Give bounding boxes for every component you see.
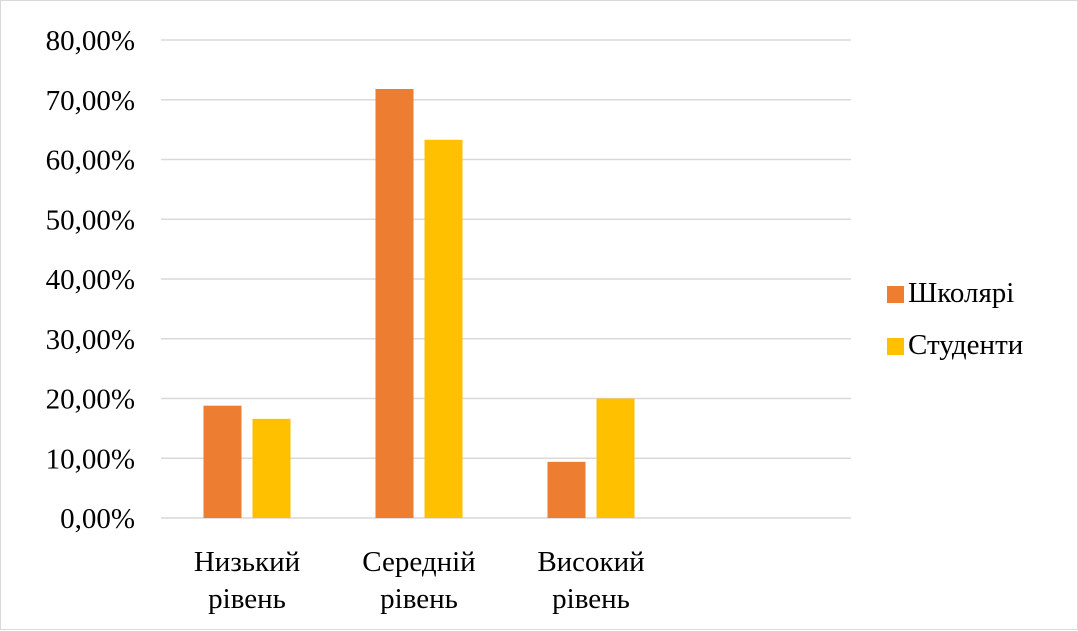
legend-swatch — [887, 338, 904, 355]
bar — [203, 405, 242, 518]
bars — [203, 88, 635, 519]
legend-label: Школярі — [908, 277, 1014, 309]
bar — [252, 418, 291, 518]
legend: Школярі Студенти — [887, 277, 1023, 361]
x-axis-categories: Низький рівень Середній рівень Високий рівень — [194, 546, 645, 615]
y-tick-label: 60,00% — [46, 145, 135, 177]
y-tick-label: 40,00% — [46, 264, 135, 296]
x-category-label: Низький — [194, 546, 300, 578]
x-category-label: Високий — [537, 546, 644, 578]
y-tick-label: 20,00% — [46, 384, 135, 416]
y-tick-label: 70,00% — [46, 85, 135, 117]
bar — [596, 398, 635, 518]
y-axis-ticks: 0,00% 10,00% 20,00% 30,00% 40,00% 50,00% 60,00… — [46, 25, 135, 535]
legend-label: Студенти — [908, 329, 1023, 361]
bar — [424, 139, 463, 518]
x-category-label: рівень — [552, 583, 630, 615]
y-tick-label: 50,00% — [46, 204, 135, 236]
legend-swatch — [887, 286, 904, 303]
y-tick-label: 10,00% — [46, 443, 135, 475]
x-category-label: рівень — [380, 583, 458, 615]
bar — [375, 88, 414, 519]
x-category-label: рівень — [208, 583, 286, 615]
y-tick-label: 80,00% — [46, 25, 135, 57]
y-tick-label: 30,00% — [46, 324, 135, 356]
y-tick-label: 0,00% — [60, 503, 135, 535]
bar — [547, 461, 586, 518]
x-category-label: Середній — [362, 546, 475, 578]
